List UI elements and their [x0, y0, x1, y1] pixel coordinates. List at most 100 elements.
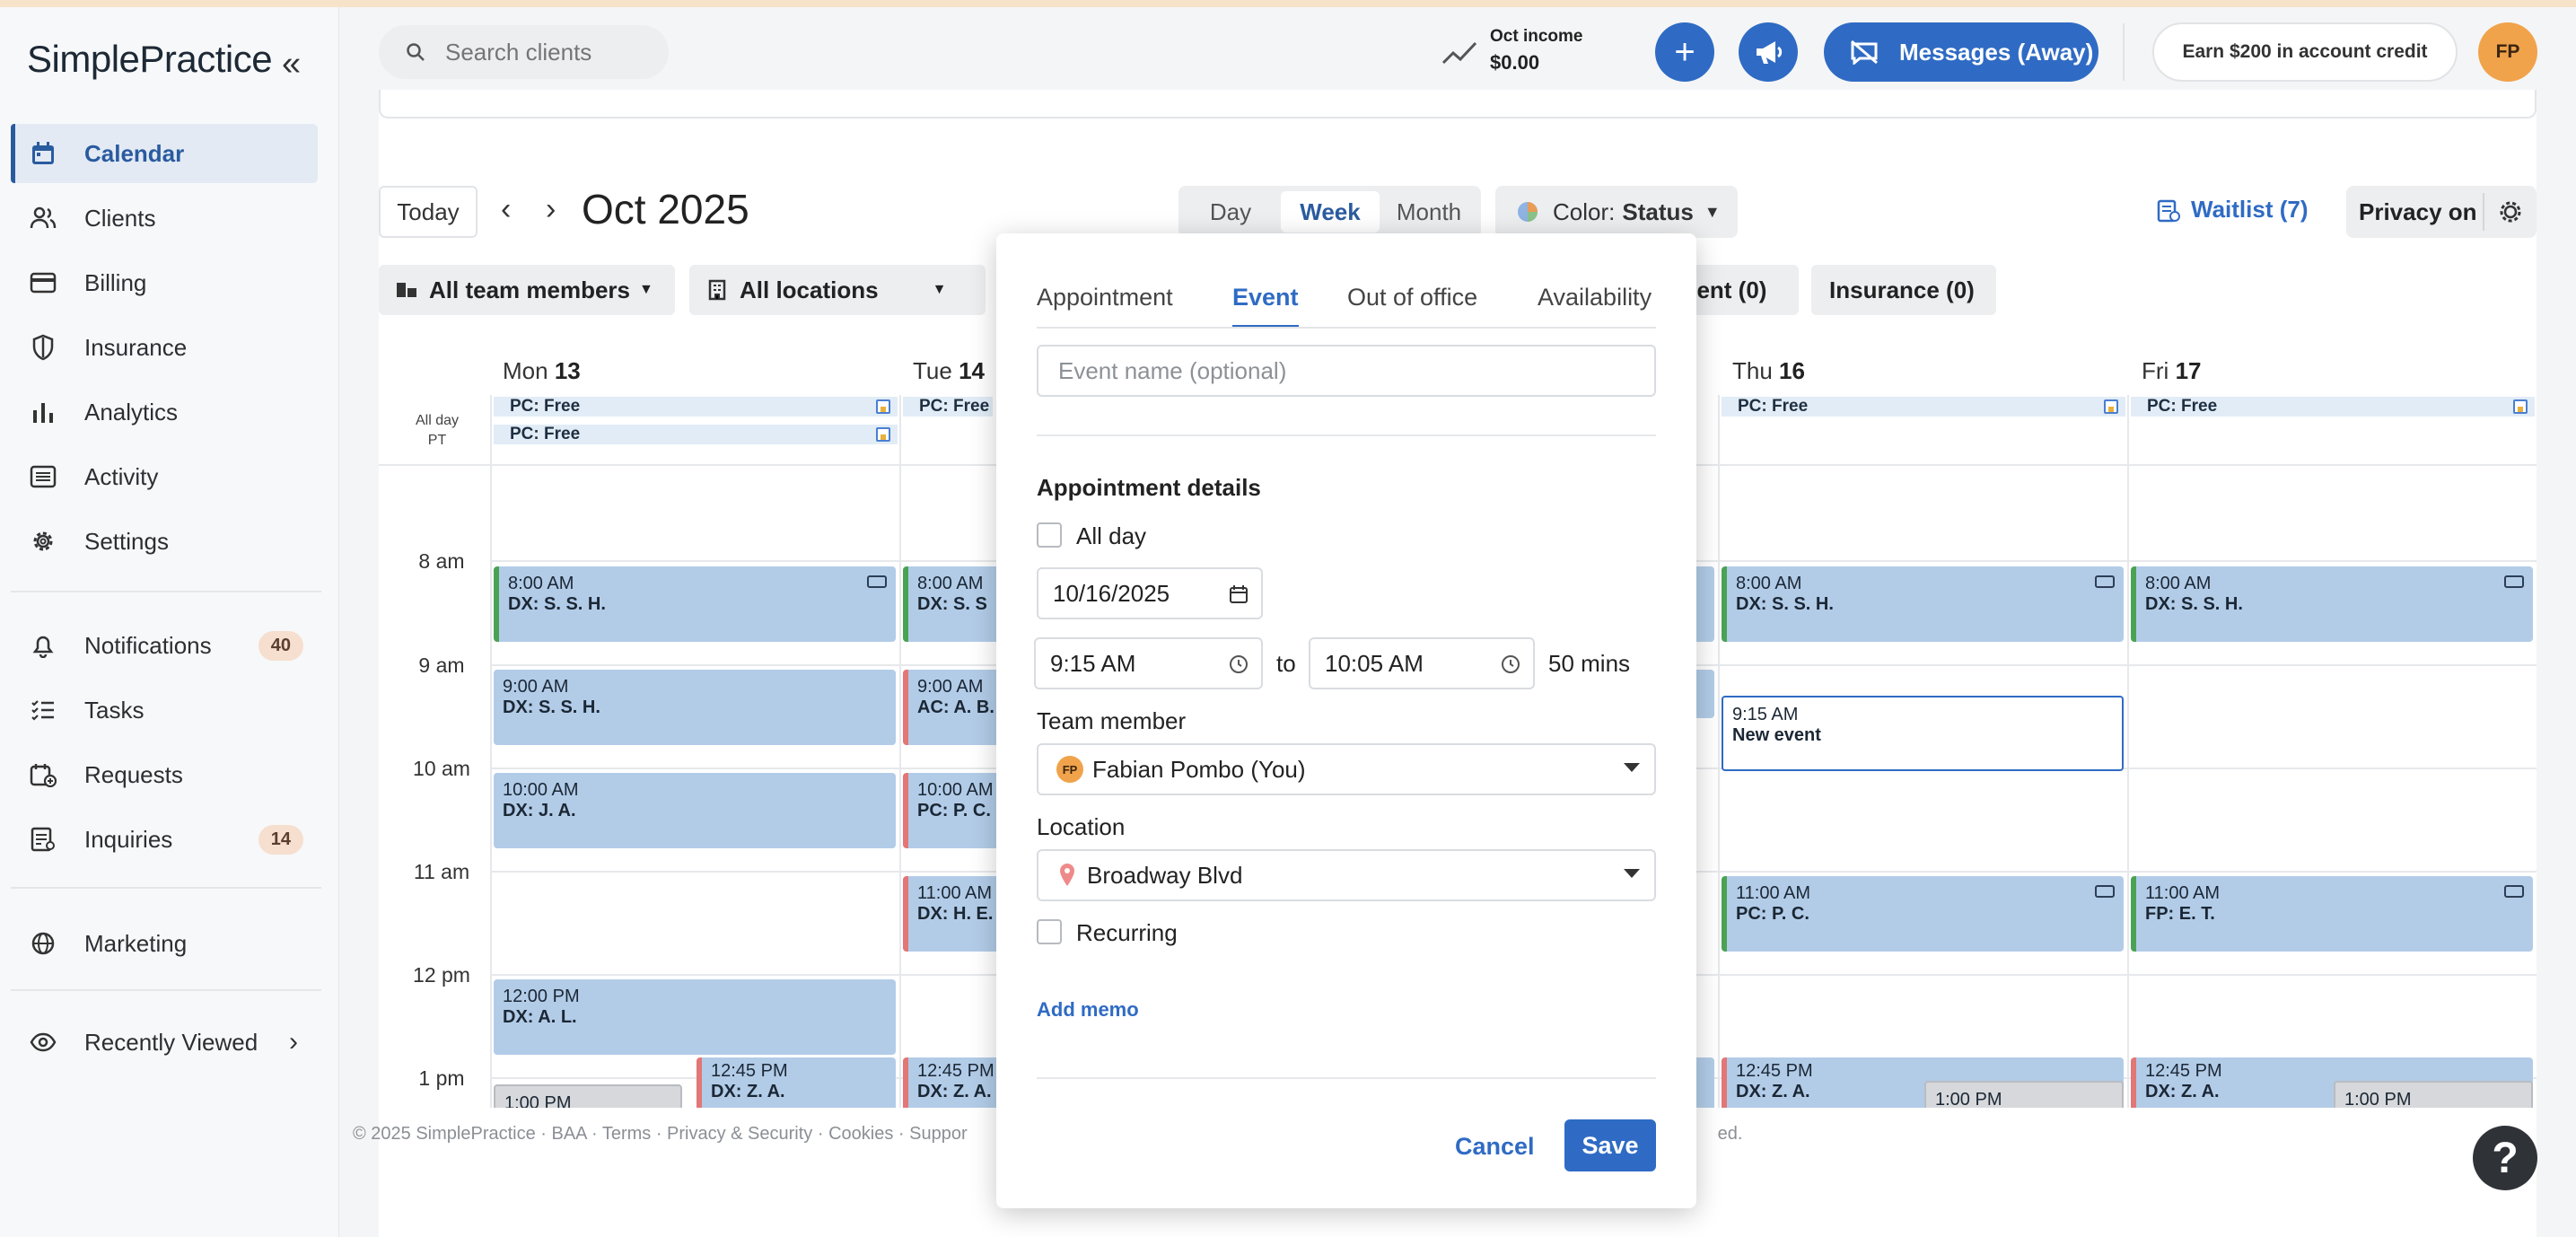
appointment-card[interactable]: 12:00 PM DX: A. L.	[494, 979, 896, 1055]
event-name-input[interactable]	[1058, 356, 1654, 385]
appointment-card[interactable]: 1:00 PM	[494, 1084, 682, 1108]
waitlist-button[interactable]: Waitlist (7)	[2157, 196, 2308, 224]
appointment-card[interactable]: 1:00 PM	[2334, 1081, 2533, 1108]
sidebar-item-analytics[interactable]: Analytics	[11, 382, 318, 442]
search-bar[interactable]	[379, 25, 669, 79]
grid-line	[2127, 395, 2129, 1108]
tab-event[interactable]: Event	[1232, 284, 1299, 329]
day-header-mon[interactable]: Mon 13	[503, 357, 581, 384]
search-input[interactable]	[445, 38, 652, 66]
add-memo-link[interactable]: Add memo	[1037, 998, 1139, 1021]
new-event-placeholder[interactable]: 9:15 AM New event	[1722, 696, 2124, 771]
appointment-card[interactable]: 12:45 PM DX: Z. A.	[903, 1057, 1011, 1108]
popup-divider	[1037, 1077, 1656, 1079]
collapse-sidebar-icon[interactable]: «	[282, 45, 302, 83]
appointment-card[interactable]: 9:00 AM DX: S. S. H.	[494, 670, 896, 745]
sidebar-divider	[11, 989, 321, 991]
user-avatar[interactable]: FP	[2478, 22, 2537, 82]
event-name-field[interactable]	[1037, 345, 1656, 397]
announcements-button[interactable]	[1739, 22, 1798, 82]
location-select[interactable]: Broadway Blvd	[1037, 849, 1656, 901]
location-label: Location	[1037, 813, 1126, 840]
locations-filter[interactable]: All locations ▼	[689, 265, 986, 315]
sidebar-item-billing[interactable]: Billing	[11, 253, 318, 312]
color-by-dropdown[interactable]: Color: Status ▼	[1495, 186, 1738, 238]
messages-button[interactable]: Messages (Away)	[1824, 22, 2098, 82]
caret-down-icon: ▼	[932, 282, 947, 297]
calendar-icon[interactable]	[1229, 584, 1249, 604]
date-field[interactable]: 10/16/2025	[1037, 567, 1263, 619]
privacy-divider	[2483, 193, 2484, 231]
tab-out-of-office[interactable]: Out of office	[1347, 284, 1478, 311]
end-time-field[interactable]: 10:05 AM	[1309, 637, 1535, 689]
all-day-event[interactable]: PC: Free	[2131, 397, 2535, 417]
team-member-select[interactable]: FP Fabian Pombo (You)	[1037, 743, 1656, 795]
help-button[interactable]: ?	[2473, 1126, 2537, 1190]
view-month-button[interactable]: Month	[1396, 197, 1462, 225]
app-logo[interactable]: SimplePractice	[27, 38, 273, 80]
privacy-toggle[interactable]: Privacy on	[2346, 186, 2537, 238]
today-button[interactable]: Today	[379, 186, 478, 238]
hour-label: 11 am	[413, 860, 470, 883]
tab-appointment[interactable]: Appointment	[1037, 284, 1173, 311]
cancel-button[interactable]: Cancel	[1455, 1133, 1535, 1160]
start-time-field[interactable]: 9:15 AM	[1034, 637, 1263, 689]
sidebar-item-notifications[interactable]: Notifications 40	[11, 616, 318, 675]
all-day-event[interactable]: PC: Free	[1722, 397, 2125, 417]
next-week-icon[interactable]: ›	[546, 192, 556, 226]
day-header-tue[interactable]: Tue 14	[913, 357, 985, 384]
client-filter[interactable]: lient (0)	[1680, 265, 1799, 315]
sidebar-item-clients[interactable]: Clients	[11, 189, 318, 248]
day-header-fri[interactable]: Fri 17	[2142, 357, 2202, 384]
bell-icon	[29, 631, 57, 660]
appointment-card[interactable]: 8:00 AM DX: S. S. H.	[494, 566, 896, 642]
sidebar-divider	[11, 591, 321, 592]
tab-availability[interactable]: Availability	[1538, 284, 1652, 311]
appointment-card[interactable]: 11:00 AM PC: P. C.	[1722, 876, 2124, 952]
recurring-label: Recurring	[1076, 919, 1178, 946]
google-calendar-icon	[2513, 399, 2528, 414]
sidebar-item-label: Recently Viewed	[84, 1028, 258, 1056]
all-day-event[interactable]: PC: Free	[494, 425, 898, 444]
sidebar-item-marketing[interactable]: Marketing	[11, 914, 318, 973]
appointment-card[interactable]: 11:00 AM DX: H. E.	[903, 876, 1011, 952]
all-day-event[interactable]: PC: Free	[494, 397, 898, 417]
google-calendar-icon	[876, 399, 890, 414]
income-label: Oct income	[1490, 27, 1583, 46]
prev-week-icon[interactable]: ‹	[501, 192, 512, 226]
calendar-plus-icon	[29, 760, 57, 789]
sidebar-item-requests[interactable]: Requests	[11, 745, 318, 804]
team-members-filter[interactable]: All team members ▼	[379, 265, 675, 315]
all-day-checkbox[interactable]	[1037, 522, 1062, 548]
calendar-settings-icon[interactable]	[2497, 198, 2524, 225]
recurring-checkbox[interactable]	[1037, 919, 1062, 944]
sidebar-item-calendar[interactable]: Calendar	[11, 124, 318, 183]
appointment-card[interactable]: 12:45 PM DX: Z. A.	[697, 1057, 896, 1108]
save-button[interactable]: Save	[1564, 1119, 1656, 1171]
sidebar-item-insurance[interactable]: Insurance	[11, 318, 318, 377]
appointment-card[interactable]: 9:00 AM AC: A. B.	[903, 670, 1011, 745]
appointment-card[interactable]: 11:00 AM FP: E. T.	[2131, 876, 2533, 952]
add-button[interactable]: +	[1655, 22, 1714, 82]
sidebar-item-tasks[interactable]: Tasks	[11, 680, 318, 740]
footer-links[interactable]: © 2025 SimplePractice · BAA · Terms · Pr…	[353, 1124, 1743, 1144]
appointment-card[interactable]: 10:00 AM DX: J. A.	[494, 773, 896, 848]
all-day-event[interactable]: PC: Free	[903, 397, 993, 417]
sidebar-item-recently-viewed[interactable]: Recently Viewed ›	[11, 1013, 318, 1072]
insurance-filter[interactable]: Insurance (0)	[1811, 265, 1996, 315]
waitlist-icon	[2157, 199, 2180, 222]
appointment-card[interactable]: 1:00 PM	[1924, 1081, 2124, 1108]
appointment-card[interactable]: 8:00 AM DX: S. S	[903, 566, 1011, 642]
sidebar-item-activity[interactable]: Activity	[11, 447, 318, 506]
sidebar-item-settings[interactable]: Settings	[11, 512, 318, 571]
day-header-thu[interactable]: Thu 16	[1732, 357, 1805, 384]
sidebar-item-inquiries[interactable]: Inquiries 14	[11, 810, 318, 869]
appointment-card[interactable]: 10:00 AM PC: P. C.	[903, 773, 1011, 848]
view-day-button[interactable]: Day	[1209, 197, 1252, 225]
popup-divider	[1037, 434, 1656, 436]
income-summary[interactable]: Oct income $0.00	[1441, 25, 1603, 79]
view-week-button[interactable]: Week	[1281, 191, 1380, 232]
appointment-card[interactable]: 8:00 AM DX: S. S. H.	[1722, 566, 2124, 642]
earn-credit-button[interactable]: Earn $200 in account credit	[2152, 22, 2458, 82]
appointment-card[interactable]: 8:00 AM DX: S. S. H.	[2131, 566, 2533, 642]
